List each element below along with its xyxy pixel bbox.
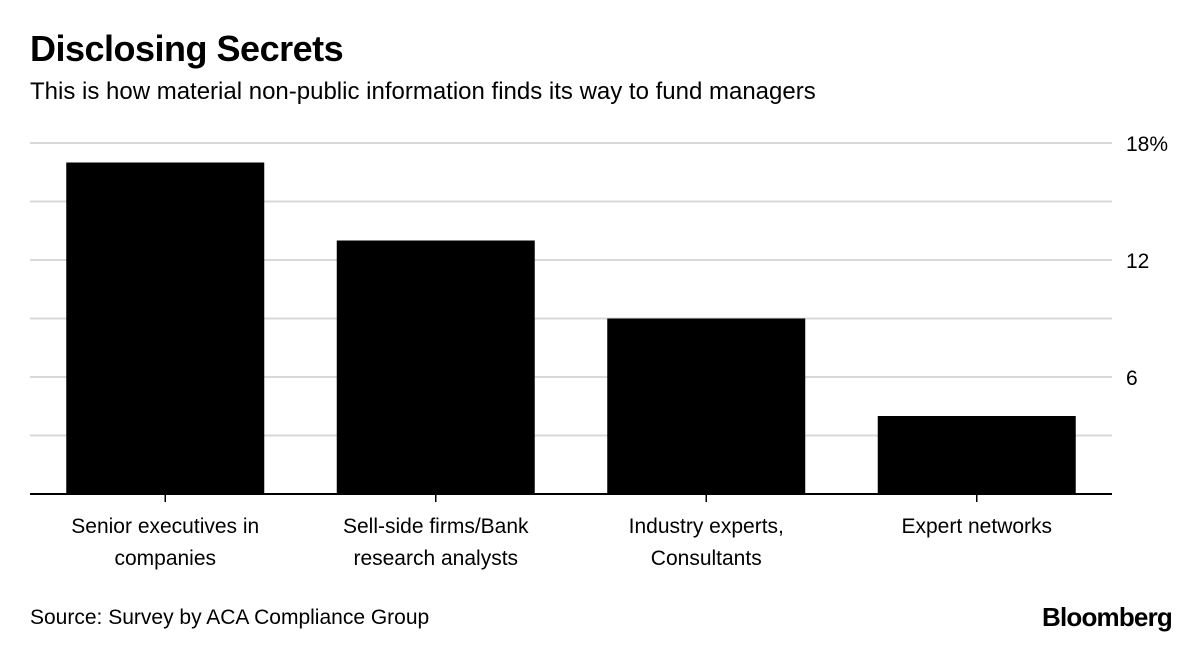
bar [336,240,535,494]
x-tick-label: Industry experts, Consultants [629,515,784,570]
chart-title: Disclosing Secrets [30,28,344,69]
x-tick-label: Sell-side firms/Bank research analysts [343,515,529,570]
x-axis-labels: Senior executives in companies Sell-side f… [71,515,1052,570]
x-tick-label: Senior executives in companies [71,515,259,570]
source-note: Source: Survey by ACA Compliance Group [30,606,430,629]
y-tick-label: 12 [1126,250,1149,273]
bars [66,162,1076,494]
y-tick-label: 6 [1126,367,1138,390]
bar [877,416,1076,494]
bloomberg-logo: Bloomberg [1041,602,1173,632]
bar [66,162,265,494]
x-tick-label: Expert networks [901,515,1052,538]
y-tick-label: 18% [1126,133,1168,156]
x-axis [30,493,1112,502]
y-axis-labels: 6 12 18% [1126,133,1168,390]
chart-subtitle: This is how material non-public informat… [30,78,816,105]
bar [607,318,806,494]
